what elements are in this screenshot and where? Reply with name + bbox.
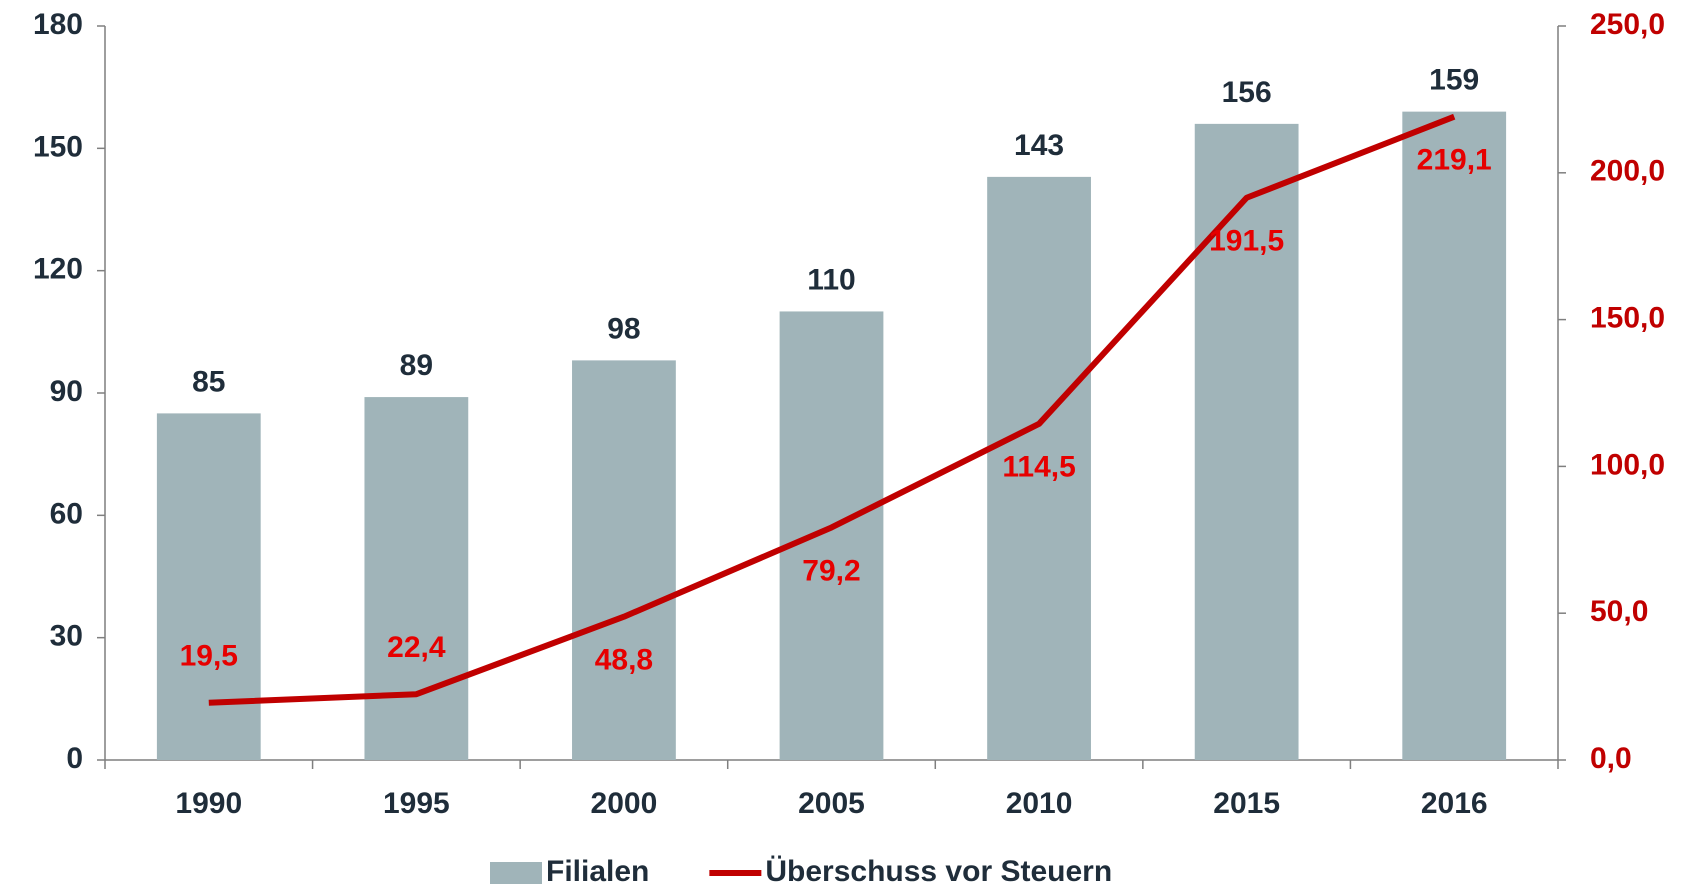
x-tick-label: 2000 xyxy=(591,787,658,820)
x-tick-label: 1990 xyxy=(175,787,242,820)
bar-value-label: 89 xyxy=(400,349,433,382)
bar xyxy=(1402,111,1507,761)
line-value-label: 114,5 xyxy=(1002,451,1075,484)
x-tick-label: 2010 xyxy=(1006,787,1073,820)
bar-value-label: 110 xyxy=(807,263,855,296)
x-tick-label: 2016 xyxy=(1421,787,1488,820)
line-value-label: 191,5 xyxy=(1209,225,1284,258)
line-value-label: 48,8 xyxy=(595,644,653,677)
line-value-label: 22,4 xyxy=(387,631,446,664)
bar xyxy=(779,311,884,760)
y2-tick-label: 100,0 xyxy=(1590,448,1665,481)
bar-value-label: 156 xyxy=(1222,76,1272,109)
x-tick-label: 2005 xyxy=(798,787,865,820)
y-tick-label: 0 xyxy=(66,742,83,775)
y2-tick-label: 150,0 xyxy=(1590,302,1665,335)
y2-tick-label: 250,0 xyxy=(1590,8,1665,41)
bar xyxy=(156,413,261,760)
bar-value-label: 98 xyxy=(607,312,640,345)
legend-label: Überschuss vor Steuern xyxy=(765,855,1112,888)
y-tick-label: 60 xyxy=(50,497,83,530)
bar xyxy=(572,360,676,760)
y2-tick-label: 200,0 xyxy=(1590,155,1665,188)
line-value-label: 219,1 xyxy=(1417,144,1492,177)
y2-tick-label: 50,0 xyxy=(1590,595,1648,628)
legend-label: Filialen xyxy=(546,855,649,888)
legend-swatch xyxy=(490,862,542,884)
x-tick-label: 2015 xyxy=(1213,787,1280,820)
bar xyxy=(1194,123,1299,760)
bar-value-label: 143 xyxy=(1014,129,1064,162)
line-value-label: 79,2 xyxy=(802,554,860,587)
bar xyxy=(987,176,1091,760)
line-value-label: 19,5 xyxy=(180,640,238,673)
bar-value-label: 85 xyxy=(192,365,225,398)
bar-value-label: 159 xyxy=(1429,64,1479,97)
x-tick-label: 1995 xyxy=(383,787,450,820)
y-tick-label: 180 xyxy=(33,8,83,41)
y2-tick-label: 0,0 xyxy=(1590,742,1632,775)
y-tick-label: 90 xyxy=(50,375,83,408)
y-tick-label: 30 xyxy=(50,620,83,653)
line xyxy=(208,113,1456,706)
bar xyxy=(364,397,469,760)
y-tick-label: 120 xyxy=(33,253,83,286)
y-tick-label: 150 xyxy=(33,130,83,163)
